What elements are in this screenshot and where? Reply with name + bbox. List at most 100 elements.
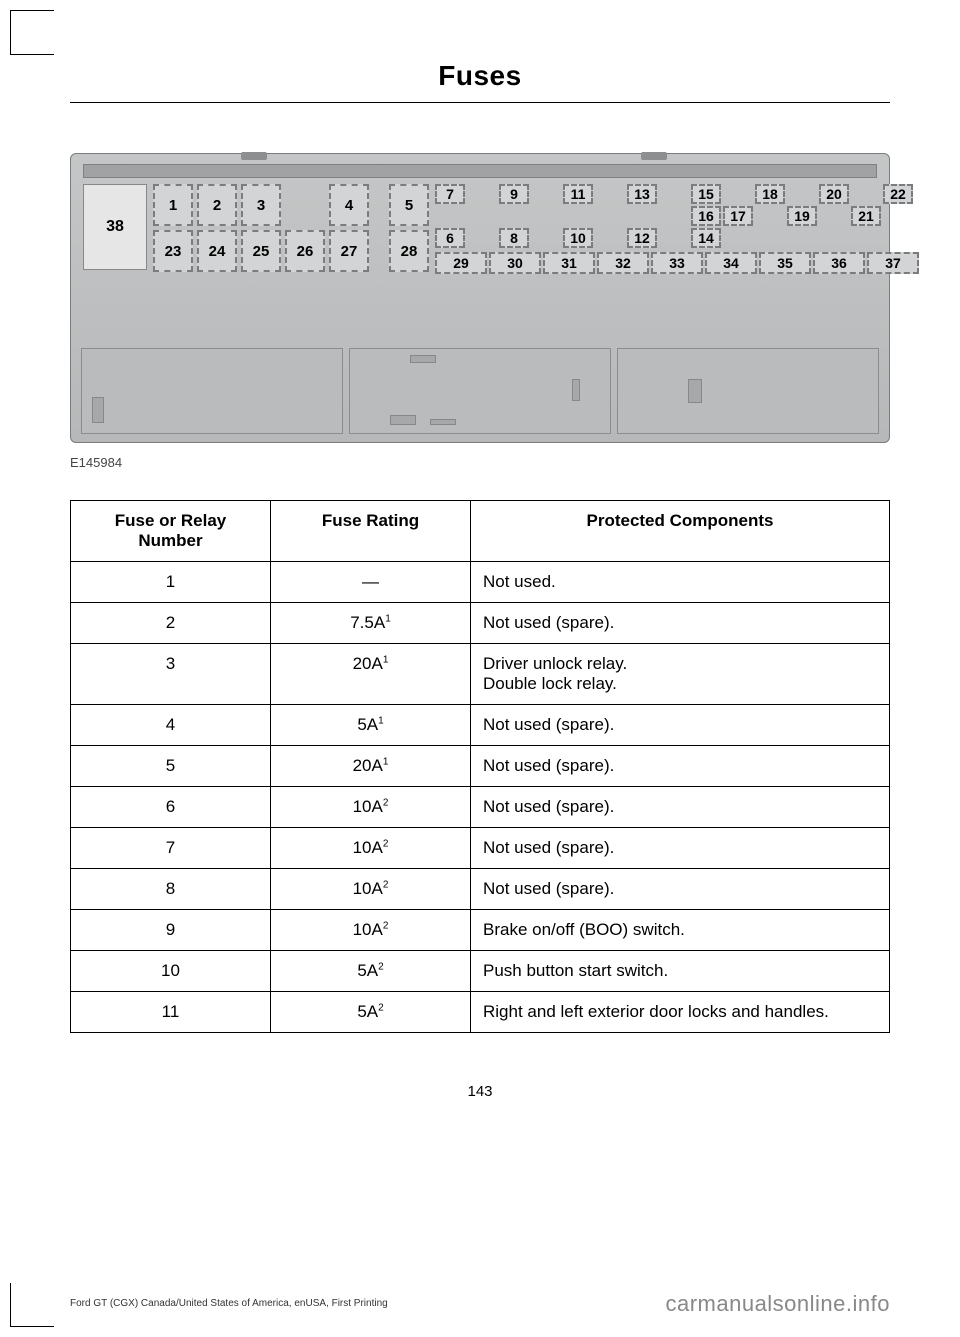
protected-components: Not used. bbox=[471, 562, 890, 603]
fuse-slot: 5 bbox=[389, 184, 429, 226]
fuse-slot: 6 bbox=[435, 228, 465, 248]
crop-mark-bl bbox=[10, 1283, 54, 1327]
protected-components: Not used (spare). bbox=[471, 705, 890, 746]
fuse-number: 2 bbox=[71, 603, 271, 644]
fusebox-lower-panel bbox=[81, 348, 343, 434]
fusebox-lower-panel bbox=[349, 348, 611, 434]
fuse-rating: 5A1 bbox=[271, 705, 471, 746]
fuse-slot: 22 bbox=[883, 184, 913, 204]
fuse-number: 4 bbox=[71, 705, 271, 746]
fuse-slot: 28 bbox=[389, 230, 429, 272]
fuse-slot: 27 bbox=[329, 230, 369, 272]
fuse-slot: 26 bbox=[285, 230, 325, 272]
crop-mark-tl bbox=[10, 10, 54, 54]
fuse-slot: 15 bbox=[691, 184, 721, 204]
protected-components: Driver unlock relay.Double lock relay. bbox=[471, 644, 890, 705]
fusebox-gap bbox=[373, 230, 385, 272]
fuse-slot: 10 bbox=[563, 228, 593, 248]
fuse-slot: 35 bbox=[759, 252, 811, 274]
fuse-number: 3 bbox=[71, 644, 271, 705]
protected-components: Not used (spare). bbox=[471, 603, 890, 644]
fuse-slot: 18 bbox=[755, 184, 785, 204]
fuse-table: Fuse or Relay Number Fuse Rating Protect… bbox=[70, 500, 890, 1033]
fuse-number: 5 bbox=[71, 746, 271, 787]
fuse-slot: 13 bbox=[627, 184, 657, 204]
fuse-slot: 33 bbox=[651, 252, 703, 274]
fuse-slot: 4 bbox=[329, 184, 369, 226]
fuse-slot: 36 bbox=[813, 252, 865, 274]
fuse-slot: 24 bbox=[197, 230, 237, 272]
table-row: 320A1Driver unlock relay.Double lock rel… bbox=[71, 644, 890, 705]
fuse-rating: 5A2 bbox=[271, 992, 471, 1033]
footer-right: carmanualsonline.info bbox=[665, 1291, 890, 1317]
fusebox-rail bbox=[83, 164, 877, 178]
fuse-rating: — bbox=[271, 562, 471, 603]
fuse-slot: 2 bbox=[197, 184, 237, 226]
protected-components: Not used (spare). bbox=[471, 828, 890, 869]
fuse-slot: 19 bbox=[787, 206, 817, 226]
fusebox-lower-panels bbox=[81, 348, 879, 434]
fuse-number: 8 bbox=[71, 869, 271, 910]
fuse-slot-38: 38 bbox=[83, 184, 147, 270]
fuse-rating: 5A2 bbox=[271, 951, 471, 992]
fuse-slot: 29 bbox=[435, 252, 487, 274]
page-title: Fuses bbox=[0, 0, 960, 92]
protected-components: Not used (spare). bbox=[471, 869, 890, 910]
fuse-rating: 10A2 bbox=[271, 828, 471, 869]
fusebox-diagram: 38 1 2 3 4 5 23 24 25 26 27 28 bbox=[70, 153, 890, 470]
table-row: 910A2Brake on/off (BOO) switch. bbox=[71, 910, 890, 951]
fuse-number: 6 bbox=[71, 787, 271, 828]
fuse-slot: 17 bbox=[723, 206, 753, 226]
fusebox-tab bbox=[641, 152, 667, 160]
table-header: Fuse or Relay Number bbox=[71, 501, 271, 562]
page-number: 143 bbox=[0, 1083, 960, 1100]
fuse-number: 10 bbox=[71, 951, 271, 992]
table-header: Protected Components bbox=[471, 501, 890, 562]
fuse-slot: 3 bbox=[241, 184, 281, 226]
table-row: 45A1Not used (spare). bbox=[71, 705, 890, 746]
fuse-slot: 31 bbox=[543, 252, 595, 274]
footer-left: Ford GT (CGX) Canada/United States of Am… bbox=[70, 1298, 388, 1309]
table-row: 610A2Not used (spare). bbox=[71, 787, 890, 828]
protected-components: Push button start switch. bbox=[471, 951, 890, 992]
fuse-slot: 8 bbox=[499, 228, 529, 248]
fuse-slot: 20 bbox=[819, 184, 849, 204]
fuse-rating: 20A1 bbox=[271, 644, 471, 705]
fuse-number: 11 bbox=[71, 992, 271, 1033]
protected-components: Not used (spare). bbox=[471, 787, 890, 828]
fuse-slot: 21 bbox=[851, 206, 881, 226]
fusebox-tab bbox=[241, 152, 267, 160]
fuse-number: 9 bbox=[71, 910, 271, 951]
fuse-rating: 10A2 bbox=[271, 869, 471, 910]
fuse-rating: 7.5A1 bbox=[271, 603, 471, 644]
fuse-slot: 37 bbox=[867, 252, 919, 274]
fuse-slot: 1 bbox=[153, 184, 193, 226]
fusebox-lower-panel bbox=[617, 348, 879, 434]
fusebox-left-grid: 1 2 3 4 5 23 24 25 26 27 28 bbox=[153, 184, 429, 272]
fuse-number: 7 bbox=[71, 828, 271, 869]
table-row: 115A2Right and left exterior door locks … bbox=[71, 992, 890, 1033]
table-row: 27.5A1Not used (spare). bbox=[71, 603, 890, 644]
fusebox-panel: 38 1 2 3 4 5 23 24 25 26 27 28 bbox=[70, 153, 890, 443]
table-row: 810A2Not used (spare). bbox=[71, 869, 890, 910]
fuse-rating: 20A1 bbox=[271, 746, 471, 787]
fuse-slot: 34 bbox=[705, 252, 757, 274]
table-row: 520A1Not used (spare). bbox=[71, 746, 890, 787]
protected-components: Not used (spare). bbox=[471, 746, 890, 787]
fuse-rating: 10A2 bbox=[271, 787, 471, 828]
table-row: 105A2Push button start switch. bbox=[71, 951, 890, 992]
diagram-reference: E145984 bbox=[70, 455, 890, 470]
fuse-slot: 16 bbox=[691, 206, 721, 226]
fuse-number: 1 bbox=[71, 562, 271, 603]
fuse-slot: 7 bbox=[435, 184, 465, 204]
fusebox-gap bbox=[285, 184, 325, 226]
title-rule bbox=[70, 102, 890, 103]
fuse-slot: 25 bbox=[241, 230, 281, 272]
fuse-slot: 32 bbox=[597, 252, 649, 274]
table-row: 1—Not used. bbox=[71, 562, 890, 603]
fuse-slot: 12 bbox=[627, 228, 657, 248]
fuse-slot: 14 bbox=[691, 228, 721, 248]
fuse-slot: 23 bbox=[153, 230, 193, 272]
fuse-slot: 11 bbox=[563, 184, 593, 204]
fusebox-gap bbox=[373, 184, 385, 226]
